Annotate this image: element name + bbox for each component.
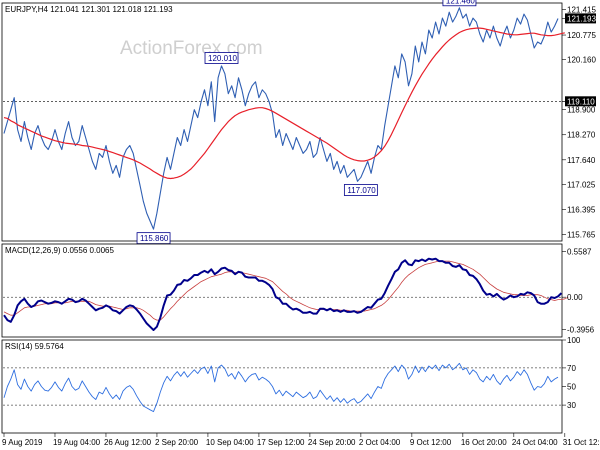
time-label-5: 17 Sep 12:00 (257, 438, 305, 447)
annotation-box-2 (343, 184, 378, 196)
macd-title: MACD(12,26,9) 0.0556 0.0065 (5, 246, 115, 255)
rsi-tick-1-label: 70 (567, 364, 576, 373)
price-tick-9-label: 115.765 (567, 230, 596, 239)
rsi-line (3, 362, 559, 413)
annotation-label-0: 121.460 (446, 0, 475, 5)
price-tick-2-label: 120.160 (567, 56, 596, 65)
time-label-8: 9 Oct 12:00 (410, 438, 452, 447)
time-label-1: 19 Aug 04:00 (53, 438, 101, 447)
annotation-box-0 (442, 0, 477, 7)
time-label-0: 9 Aug 2019 (2, 438, 43, 447)
time-label-3: 2 Sep 20:00 (155, 438, 199, 447)
price-tick-5-label: 118.270 (567, 131, 596, 140)
macd-tick-2-label: -0.3956 (567, 326, 595, 335)
time-label-4: 10 Sep 04:00 (206, 438, 254, 447)
time-label-11: 31 Oct 12:00 (563, 438, 600, 447)
rsi-panel: RSI(14) 59.5764 100 70 50 30 (1, 336, 581, 434)
time-label-7: 2 Oct 04:00 (359, 438, 401, 447)
macd-plot (3, 257, 569, 331)
time-label-2: 26 Aug 12:00 (104, 438, 152, 447)
price-tick-6-label: 117.640 (567, 156, 596, 165)
macd-panel: MACD(12,26,9) 0.0556 0.0065 0.5587 0.00 -0… (1, 243, 595, 338)
price-tick-4-label: 118.900 (567, 106, 596, 115)
price-plot: 121.460 120.010 117.070 115.860 (3, 0, 565, 245)
price-panel-frame (1, 2, 563, 242)
price-tagged-1-tag (565, 96, 596, 107)
macd-line (3, 257, 563, 331)
moving-average-line (3, 27, 565, 180)
time-label-9: 16 Oct 20:00 (461, 438, 507, 447)
watermark: ActionForex.com (120, 38, 263, 59)
annotation-label-2: 117.070 (347, 186, 376, 195)
price-tick-8-label: 116.395 (567, 205, 596, 214)
macd-tick-1-label: 0.00 (567, 293, 583, 302)
price-tick-1-label: 120.775 (567, 31, 596, 40)
macd-axis: 0.5587 0.00 -0.3956 (562, 247, 595, 335)
price-tagged-0-tag (565, 13, 596, 24)
main-chart-title: EURJPY,H4 121.041 121.301 121.018 121.19… (5, 5, 173, 14)
rsi-title: RSI(14) 59.5764 (5, 342, 64, 351)
price-tick-0-label: 121.415 (567, 6, 596, 15)
annotation-label-3: 115.860 (140, 234, 169, 243)
time-axis: 9 Aug 2019 19 Aug 04:00 26 Aug 12:00 2 Sep … (2, 433, 600, 447)
time-label-10: 24 Oct 04:00 (512, 438, 558, 447)
rsi-axis: 100 70 50 30 (562, 336, 581, 410)
macd-tick-0-label: 0.5587 (567, 247, 592, 256)
rsi-tick-0-label: 100 (567, 336, 581, 345)
rsi-plot (3, 362, 561, 413)
time-label-6: 24 Sep 20:00 (308, 438, 356, 447)
price-tagged-1-label: 119.110 (567, 97, 595, 106)
annotation-box-1 (204, 52, 239, 64)
macd-signal-line (3, 260, 569, 321)
price-tick-7-label: 117.025 (567, 180, 596, 189)
price-series-line (3, 7, 559, 230)
price-tagged-0-label: 121.193 (567, 14, 596, 23)
price-panel: ActionForex.com EURJPY,H4 121.041 121.30… (1, 0, 596, 245)
macd-panel-frame (1, 243, 563, 338)
annotation-label-1: 120.010 (208, 54, 237, 63)
rsi-tick-3-label: 30 (567, 401, 576, 410)
rsi-tick-2-label: 50 (567, 383, 576, 392)
price-axis: 121.415 120.775 120.160 119.110118.900 118.2… (562, 6, 596, 239)
